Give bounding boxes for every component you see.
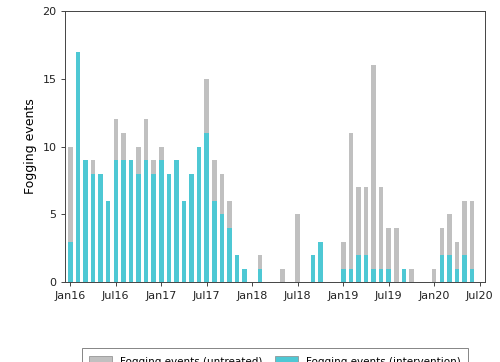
Bar (454, 269, 459, 282)
Bar (220, 214, 224, 282)
Bar (204, 79, 209, 282)
Bar (136, 174, 141, 282)
Bar (447, 255, 452, 282)
Bar (296, 214, 300, 282)
Bar (204, 133, 209, 282)
Bar (356, 255, 360, 282)
Bar (159, 147, 164, 282)
Bar (379, 269, 384, 282)
Bar (212, 160, 216, 282)
Bar (136, 147, 141, 282)
Legend: Fogging events (untreated), Fogging events (intervention): Fogging events (untreated), Fogging even… (82, 348, 468, 362)
Bar (68, 147, 72, 282)
Bar (372, 65, 376, 282)
Bar (470, 269, 474, 282)
Bar (235, 255, 240, 282)
Bar (220, 174, 224, 282)
Bar (76, 52, 80, 282)
Bar (128, 160, 133, 282)
Bar (409, 269, 414, 282)
Bar (152, 174, 156, 282)
Bar (310, 255, 315, 282)
Bar (462, 201, 467, 282)
Bar (386, 269, 391, 282)
Bar (197, 174, 202, 282)
Bar (280, 269, 285, 282)
Bar (227, 201, 232, 282)
Bar (310, 255, 315, 282)
Bar (121, 160, 126, 282)
Bar (341, 269, 345, 282)
Bar (166, 174, 171, 282)
Bar (462, 255, 467, 282)
Bar (242, 269, 247, 282)
Bar (402, 269, 406, 282)
Bar (470, 201, 474, 282)
Bar (394, 228, 398, 282)
Bar (447, 214, 452, 282)
Bar (159, 160, 164, 282)
Bar (440, 255, 444, 282)
Bar (190, 188, 194, 282)
Bar (152, 160, 156, 282)
Bar (386, 228, 391, 282)
Bar (318, 242, 323, 282)
Bar (364, 255, 368, 282)
Bar (174, 160, 178, 282)
Bar (106, 201, 110, 282)
Bar (348, 133, 353, 282)
Bar (212, 201, 216, 282)
Bar (114, 119, 118, 282)
Bar (356, 188, 360, 282)
Bar (121, 133, 126, 282)
Bar (182, 201, 186, 282)
Bar (144, 119, 148, 282)
Bar (227, 228, 232, 282)
Bar (440, 228, 444, 282)
Bar (364, 188, 368, 282)
Bar (432, 269, 436, 282)
Bar (83, 160, 87, 282)
Bar (91, 174, 96, 282)
Bar (318, 242, 323, 282)
Bar (235, 255, 240, 282)
Bar (144, 160, 148, 282)
Bar (182, 201, 186, 282)
Bar (372, 269, 376, 282)
Bar (174, 160, 178, 282)
Bar (379, 188, 384, 282)
Bar (242, 269, 247, 282)
Bar (454, 242, 459, 282)
Bar (76, 133, 80, 282)
Bar (98, 174, 103, 282)
Bar (258, 255, 262, 282)
Bar (258, 269, 262, 282)
Bar (341, 242, 345, 282)
Bar (68, 242, 72, 282)
Bar (91, 160, 96, 282)
Bar (114, 160, 118, 282)
Bar (197, 147, 202, 282)
Bar (166, 174, 171, 282)
Bar (190, 174, 194, 282)
Bar (402, 269, 406, 282)
Bar (128, 160, 133, 282)
Bar (83, 160, 87, 282)
Bar (106, 201, 110, 282)
Bar (98, 174, 103, 282)
Bar (348, 269, 353, 282)
Y-axis label: Fogging events: Fogging events (24, 99, 37, 194)
